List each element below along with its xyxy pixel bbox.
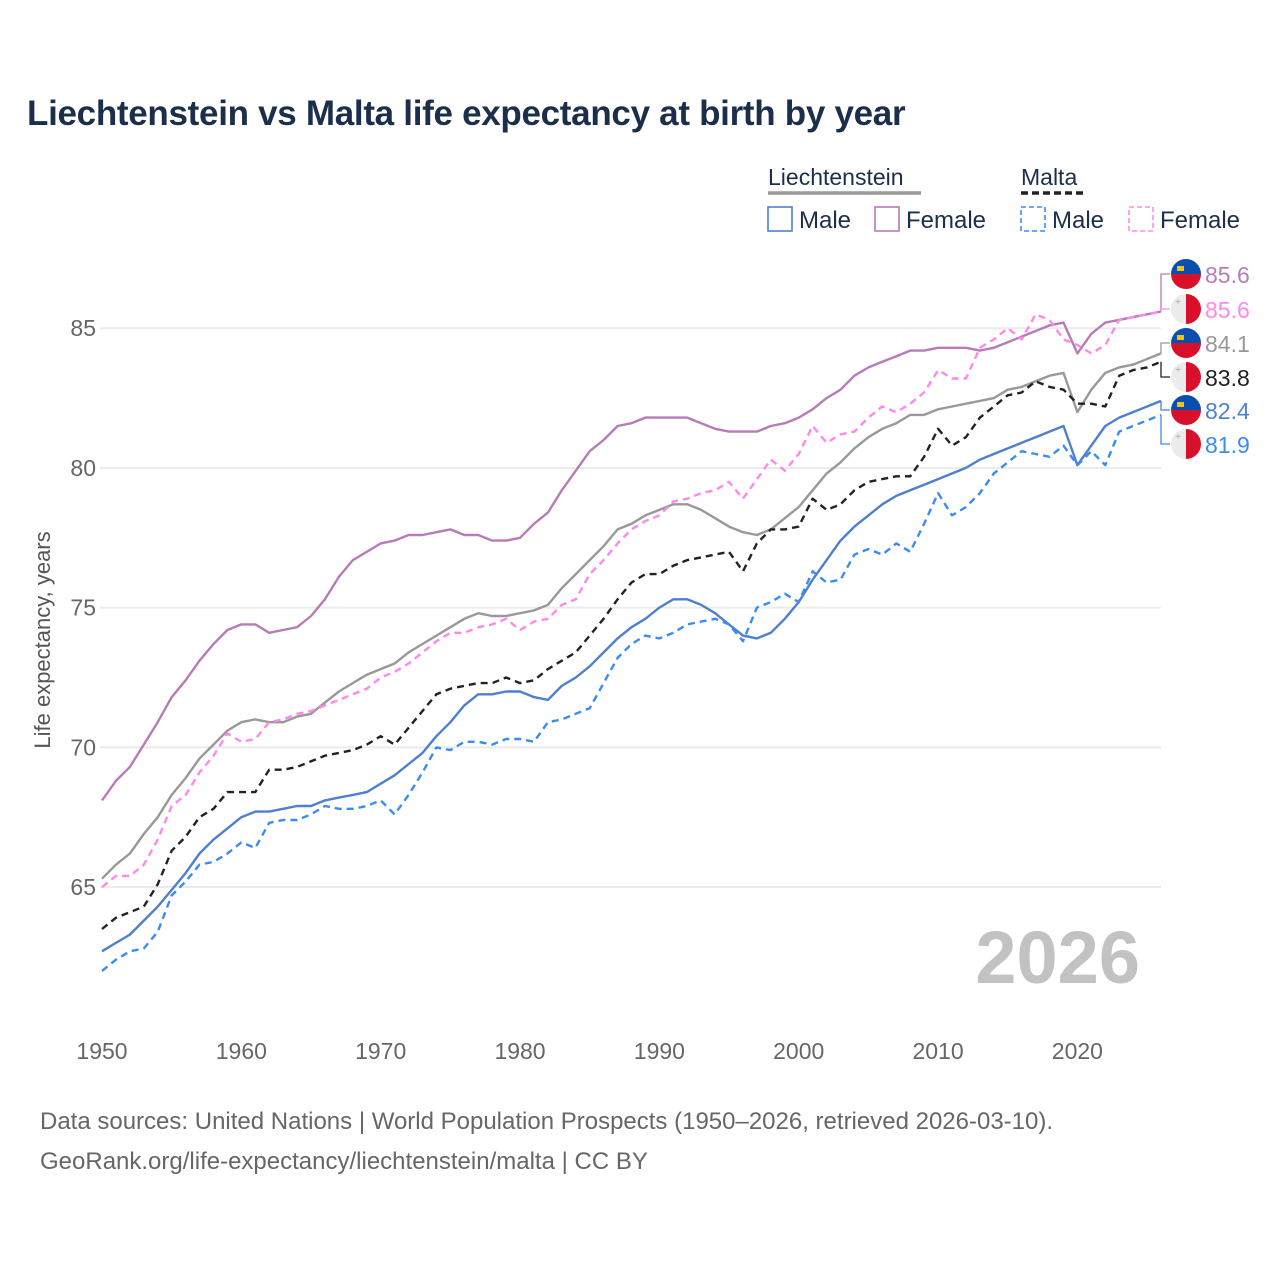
george-cross-icon: +	[1175, 365, 1181, 376]
george-cross-icon: +	[1175, 297, 1181, 308]
label-connector	[1160, 361, 1170, 378]
flag-white	[1171, 362, 1186, 392]
end-value-label: 83.8	[1205, 365, 1250, 391]
crown-icon	[1177, 402, 1184, 407]
label-connector	[1160, 400, 1170, 411]
flag-blue	[1171, 259, 1201, 274]
malta-flag-icon: +	[1171, 294, 1201, 324]
flag-white	[1171, 429, 1186, 459]
liechtenstein-flag-icon	[1171, 259, 1201, 289]
x-tick-label: 1970	[355, 1038, 406, 1064]
flag-body: +	[1171, 294, 1201, 324]
series-line-malta-female	[101, 310, 1162, 889]
end-value-label: 85.6	[1205, 297, 1250, 323]
label-connector	[1160, 414, 1170, 445]
legend-swatch	[767, 206, 793, 232]
series-line-liechtenstein-male	[101, 399, 1162, 953]
liechtenstein-flag-icon	[1171, 328, 1201, 358]
legend-group-malta: Malta	[1021, 164, 1077, 190]
x-tick-label: 2010	[912, 1038, 963, 1064]
flag-red	[1186, 429, 1201, 459]
end-value-label: 81.9	[1205, 432, 1250, 458]
y-tick-label: 80	[70, 455, 96, 481]
flag-white	[1171, 294, 1186, 324]
y-tick-label: 65	[70, 874, 96, 900]
end-value-label: 85.6	[1205, 262, 1250, 288]
label-connector	[1160, 342, 1170, 354]
legend-swatch	[1020, 206, 1046, 232]
x-tick-label: 2000	[773, 1038, 824, 1064]
legend-item-female: Female	[1160, 207, 1240, 234]
end-value-label: 84.1	[1205, 331, 1250, 357]
legend-swatch	[1128, 206, 1154, 232]
series-line-malta-male	[101, 413, 1162, 972]
liechtenstein-flag-icon	[1171, 395, 1201, 425]
label-connector	[1160, 308, 1170, 312]
series-line-malta	[101, 360, 1162, 930]
george-cross-icon: +	[1175, 432, 1181, 443]
flag-red	[1171, 410, 1201, 425]
chart-title: Liechtenstein vs Malta life expectancy a…	[27, 94, 906, 133]
y-tick-label: 85	[70, 315, 96, 341]
flag-body: +	[1171, 429, 1201, 459]
flag-body: +	[1171, 362, 1201, 392]
crown-icon	[1177, 335, 1184, 340]
series-line-liechtenstein-female	[101, 310, 1162, 802]
year-watermark: 2026	[975, 916, 1140, 999]
x-tick-label: 2020	[1052, 1038, 1103, 1064]
y-tick-label: 75	[70, 595, 96, 621]
malta-flag-icon: +	[1171, 429, 1201, 459]
legend-item-male: Male	[799, 207, 851, 234]
flag-red	[1171, 343, 1201, 358]
flag-red	[1186, 362, 1201, 392]
label-connector	[1160, 273, 1170, 312]
y-tick-label: 70	[70, 734, 96, 760]
footer-sources: Data sources: United Nations | World Pop…	[40, 1108, 1054, 1135]
flag-body	[1171, 259, 1201, 289]
legend-swatch	[874, 206, 900, 232]
flag-red	[1171, 274, 1201, 289]
flag-blue	[1171, 328, 1201, 343]
crown-icon	[1177, 266, 1184, 271]
flag-red	[1186, 294, 1201, 324]
x-tick-label: 1990	[634, 1038, 685, 1064]
legend-item-female: Female	[906, 207, 986, 234]
flag-body	[1171, 395, 1201, 425]
end-value-label: 82.4	[1205, 398, 1250, 424]
flag-body	[1171, 328, 1201, 358]
footer-link[interactable]: GeoRank.org/life-expectancy/liechtenstei…	[40, 1148, 648, 1175]
legend-group-liechtenstein: Liechtenstein	[768, 164, 904, 190]
series-line-liechtenstein	[101, 352, 1162, 880]
y-axis-label: Life expectancy, years	[30, 531, 55, 748]
malta-flag-icon: +	[1171, 362, 1201, 392]
x-tick-label: 1980	[494, 1038, 545, 1064]
flag-blue	[1171, 395, 1201, 410]
x-tick-label: 1950	[76, 1038, 127, 1064]
x-tick-label: 1960	[216, 1038, 267, 1064]
legend-item-male: Male	[1052, 207, 1104, 234]
